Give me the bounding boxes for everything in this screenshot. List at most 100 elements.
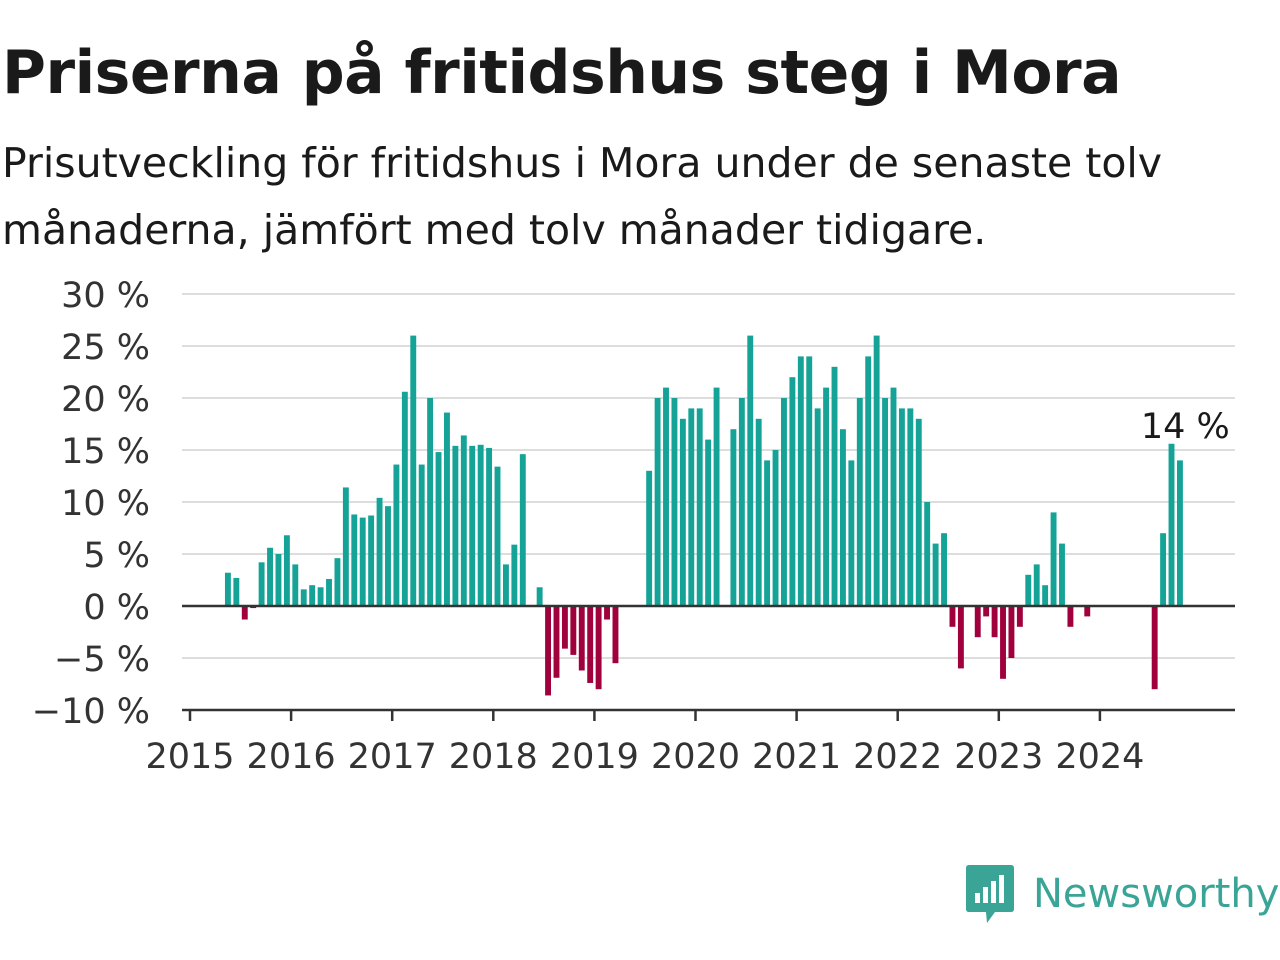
bar (435, 452, 442, 606)
y-tick-label: −10 % (32, 692, 150, 732)
x-tick-label: 2018 (449, 737, 538, 777)
y-tick-label: 20 % (61, 380, 150, 420)
x-tick-label: 2021 (752, 737, 841, 777)
bar (578, 606, 585, 671)
bar (856, 398, 863, 606)
x-tick-label: 2022 (853, 737, 942, 777)
bar (494, 466, 501, 606)
x-tick-label: 2016 (247, 737, 336, 777)
bar (258, 562, 265, 606)
y-tick-label: 0 % (83, 588, 150, 628)
bar (1160, 533, 1167, 606)
y-tick-label: −5 % (54, 640, 150, 680)
bar (941, 533, 947, 606)
y-tick-label: 15 % (61, 432, 150, 472)
x-tick-label: 2024 (1055, 737, 1144, 777)
bar (932, 543, 939, 606)
bar (898, 408, 905, 606)
bar (545, 606, 552, 696)
bar (1008, 606, 1015, 658)
bar (460, 435, 467, 606)
bar (915, 418, 922, 606)
bar (553, 606, 560, 678)
bar (317, 587, 324, 606)
bar (983, 606, 990, 617)
bar (890, 387, 897, 606)
bar (452, 445, 459, 606)
bar (1176, 460, 1183, 606)
bar (351, 514, 358, 606)
bar (444, 412, 450, 606)
newsworthy-logo-icon (966, 865, 1014, 923)
bar (957, 606, 964, 669)
bar (300, 589, 307, 606)
axes (182, 604, 1235, 721)
bar (275, 554, 282, 606)
bar (418, 464, 425, 606)
bar (292, 564, 299, 606)
bar (679, 418, 686, 606)
bar (385, 506, 391, 606)
bar (1050, 512, 1057, 606)
bar (738, 398, 745, 606)
bar (831, 366, 838, 606)
x-tick-label: 2019 (550, 737, 639, 777)
bar (267, 547, 273, 606)
bar (924, 502, 931, 606)
y-tick-label: 30 % (61, 276, 150, 316)
bar (283, 535, 290, 606)
bar (882, 398, 889, 606)
bar (561, 606, 568, 649)
bar (1042, 585, 1049, 606)
bar (477, 444, 484, 606)
bar (469, 445, 476, 606)
bar (907, 408, 914, 606)
x-tick-label: 2017 (348, 737, 437, 777)
bar (376, 497, 383, 606)
bar (587, 606, 594, 683)
bar (646, 470, 653, 606)
bar (772, 450, 779, 606)
bar (781, 398, 787, 606)
bar (241, 606, 248, 620)
bar (604, 606, 610, 620)
chart-subtitle: Prisutveckling för fritidshus i Mora und… (2, 139, 1163, 254)
bar (949, 606, 956, 627)
bar (991, 606, 998, 638)
brand-name: Newsworthy (1033, 871, 1280, 917)
bar (974, 606, 981, 638)
bar (839, 429, 846, 606)
bar (570, 606, 577, 655)
bar (755, 418, 762, 606)
bar (797, 356, 804, 606)
bar (486, 447, 493, 606)
x-tick-label: 2023 (954, 737, 1043, 777)
bar (671, 398, 678, 606)
x-tick-label: 2020 (651, 737, 740, 777)
bar (224, 572, 231, 606)
bar (814, 408, 821, 606)
bar (1084, 606, 1091, 617)
bar (713, 387, 720, 606)
bar (326, 578, 332, 606)
bar (705, 439, 712, 606)
bar (233, 577, 240, 606)
bar (696, 408, 703, 606)
bar (806, 356, 813, 606)
bar (342, 487, 349, 606)
bar (401, 391, 408, 606)
bar (823, 387, 830, 606)
bar (1025, 574, 1032, 606)
bars (224, 335, 1183, 696)
bar (747, 335, 754, 606)
y-tick-label: 10 % (61, 484, 150, 524)
bar (410, 335, 417, 606)
bar (873, 335, 880, 606)
bar (1000, 606, 1006, 679)
x-tick-label: 2015 (145, 737, 234, 777)
bar (334, 558, 341, 606)
bar (427, 398, 434, 606)
bar (309, 585, 316, 606)
bar (663, 387, 669, 606)
